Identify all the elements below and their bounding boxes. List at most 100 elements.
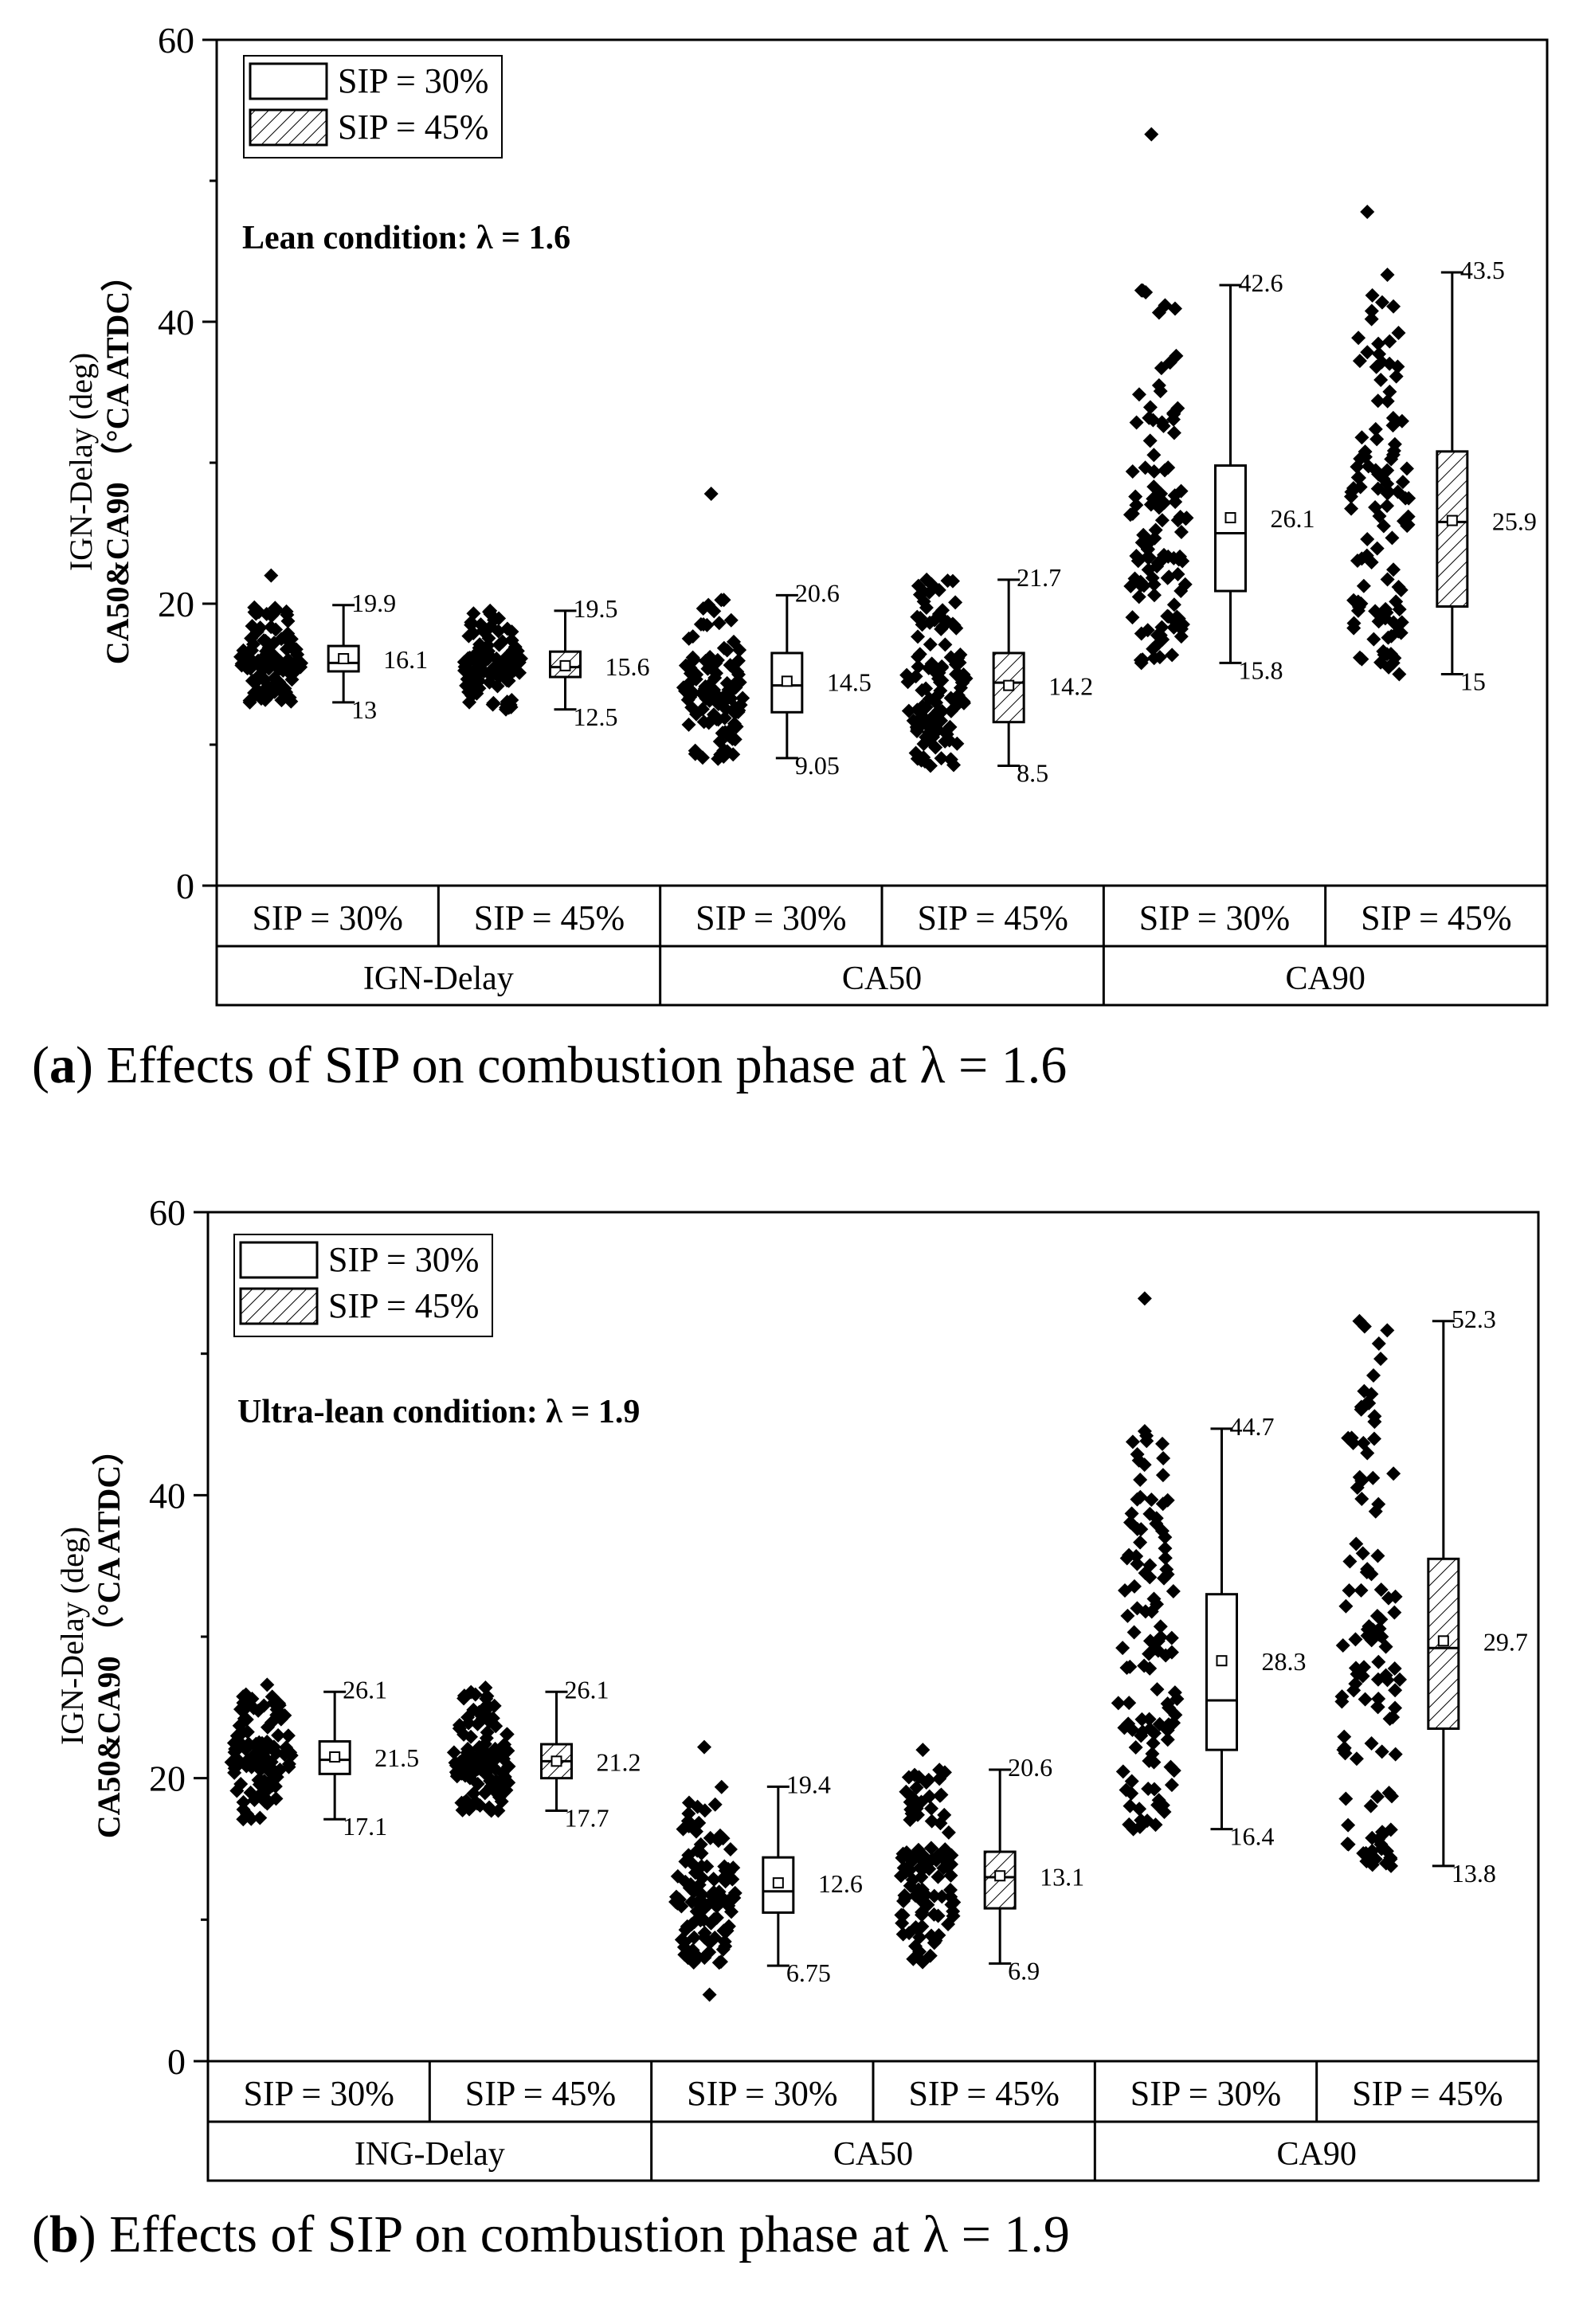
mean-marker <box>1437 1635 1449 1647</box>
scatter-point <box>236 1703 251 1718</box>
scatter-point <box>923 758 938 773</box>
sub-category-label: SIP = 45% <box>1352 2074 1503 2113</box>
scatter-point <box>1146 651 1162 666</box>
scatter-point <box>1122 1696 1137 1711</box>
scatter-point <box>1138 460 1153 475</box>
y-tick-label: 0 <box>176 866 194 906</box>
scatter-point <box>267 671 282 686</box>
scatter-point <box>1123 1798 1138 1813</box>
scatter-point <box>1119 1782 1134 1798</box>
scatter-point <box>1337 1740 1352 1755</box>
scatter-point <box>1173 629 1189 644</box>
max-label: 26.1 <box>343 1675 387 1704</box>
scatter-point <box>1125 464 1140 479</box>
scatter-point <box>1352 1469 1367 1485</box>
legend: SIP = 30% SIP = 45% <box>243 55 503 158</box>
scatter-point <box>1149 1516 1164 1532</box>
scatter-point <box>1158 1551 1173 1566</box>
scatter-point <box>1149 638 1164 653</box>
scatter-point <box>1173 621 1189 636</box>
scatter-point <box>923 615 938 630</box>
scatter-point <box>471 1758 486 1773</box>
scatter-point <box>894 1907 909 1923</box>
scatter-point <box>934 1889 950 1904</box>
scatter-point <box>476 623 491 638</box>
scatter-point <box>1166 597 1181 612</box>
scatter-point <box>1144 1493 1159 1508</box>
group-label: ING-Delay <box>355 2136 505 2173</box>
scatter-point <box>1386 562 1401 577</box>
y-tick-label: 0 <box>167 2041 186 2082</box>
scatter-point <box>460 1710 476 1725</box>
scatter-point <box>508 644 523 659</box>
scatter-point <box>1137 1291 1152 1306</box>
scatter-point <box>926 709 941 724</box>
scatter-point <box>253 1810 268 1825</box>
scatter-point <box>950 698 965 713</box>
scatter-point <box>276 1747 292 1762</box>
mean-marker <box>781 675 793 687</box>
mean-label: 13.1 <box>1040 1862 1084 1891</box>
scatter-point <box>236 1812 251 1827</box>
scatter-point <box>1130 1601 1145 1616</box>
scatter-point <box>1359 1564 1374 1579</box>
scatter-point <box>1387 1605 1402 1620</box>
scatter-point <box>902 1926 917 1941</box>
scatter-point <box>1392 667 1407 682</box>
scatter-point <box>695 601 711 616</box>
mean-label: 12.6 <box>818 1869 863 1898</box>
sub-category-label: SIP = 45% <box>474 898 625 937</box>
scatter-point <box>236 1802 251 1817</box>
scatter-point <box>1170 1692 1185 1707</box>
scatter-point <box>459 678 474 693</box>
scatter-point <box>1374 295 1389 310</box>
scatter-point <box>909 723 924 738</box>
scatter-point <box>243 1751 258 1766</box>
scatter-point <box>1371 614 1386 629</box>
scatter-point <box>504 624 519 640</box>
max-label: 44.7 <box>1230 1412 1275 1441</box>
scatter-point <box>1160 1493 1175 1508</box>
scatter-point <box>280 1728 296 1743</box>
scatter-point <box>264 1742 280 1757</box>
scatter-point <box>488 1774 503 1789</box>
scatter-point <box>1148 522 1163 538</box>
y-axis-label-top: IGN-Delay (deg) <box>54 1527 90 1745</box>
scatter-point <box>1111 1696 1126 1711</box>
max-label: 20.6 <box>795 578 840 607</box>
scatter-point <box>1356 578 1371 593</box>
caption-b-text: Effects of SIP on combustion phase at λ … <box>109 2205 1070 2263</box>
scatter-point <box>1173 524 1189 539</box>
scatter-point <box>1124 1506 1139 1521</box>
box-series: 21.7 14.2 8.5 <box>899 563 1093 788</box>
scatter-point <box>933 683 948 698</box>
scatter-point <box>1158 463 1173 478</box>
scatter-point <box>1137 1658 1152 1673</box>
scatter-point <box>498 702 513 717</box>
scatter-point <box>1354 596 1369 611</box>
scatter-point <box>1123 1515 1138 1530</box>
scatter-point <box>1393 582 1409 597</box>
mean-label: 15.6 <box>605 652 650 681</box>
legend-label: SIP = 30% <box>328 1240 479 1279</box>
chart-panel-a: 0 20 40 60 IGN-Delay (deg) CA50&CA90 （°CA ATD… <box>63 20 1549 1007</box>
scatter-point <box>1371 1654 1386 1669</box>
scatter-point <box>714 1829 729 1845</box>
group-label: CA90 <box>1285 961 1365 997</box>
scatter-point <box>1335 1637 1350 1653</box>
scatter-point <box>1370 1700 1385 1715</box>
scatter-point <box>1131 387 1146 402</box>
scatter-point <box>1350 1480 1365 1495</box>
scatter-point <box>696 616 711 632</box>
scatter-point <box>1142 433 1158 448</box>
scatter-point <box>723 658 738 673</box>
scatter-point <box>1134 655 1149 671</box>
scatter-point <box>277 681 292 696</box>
mean-marker <box>1446 514 1458 526</box>
scatter-point <box>921 1772 936 1787</box>
mean-label: 16.1 <box>383 645 428 674</box>
scatter-point <box>1392 602 1407 617</box>
scatter-point <box>1365 1470 1381 1485</box>
scatter-point <box>899 1784 914 1799</box>
scatter-point <box>923 725 938 740</box>
